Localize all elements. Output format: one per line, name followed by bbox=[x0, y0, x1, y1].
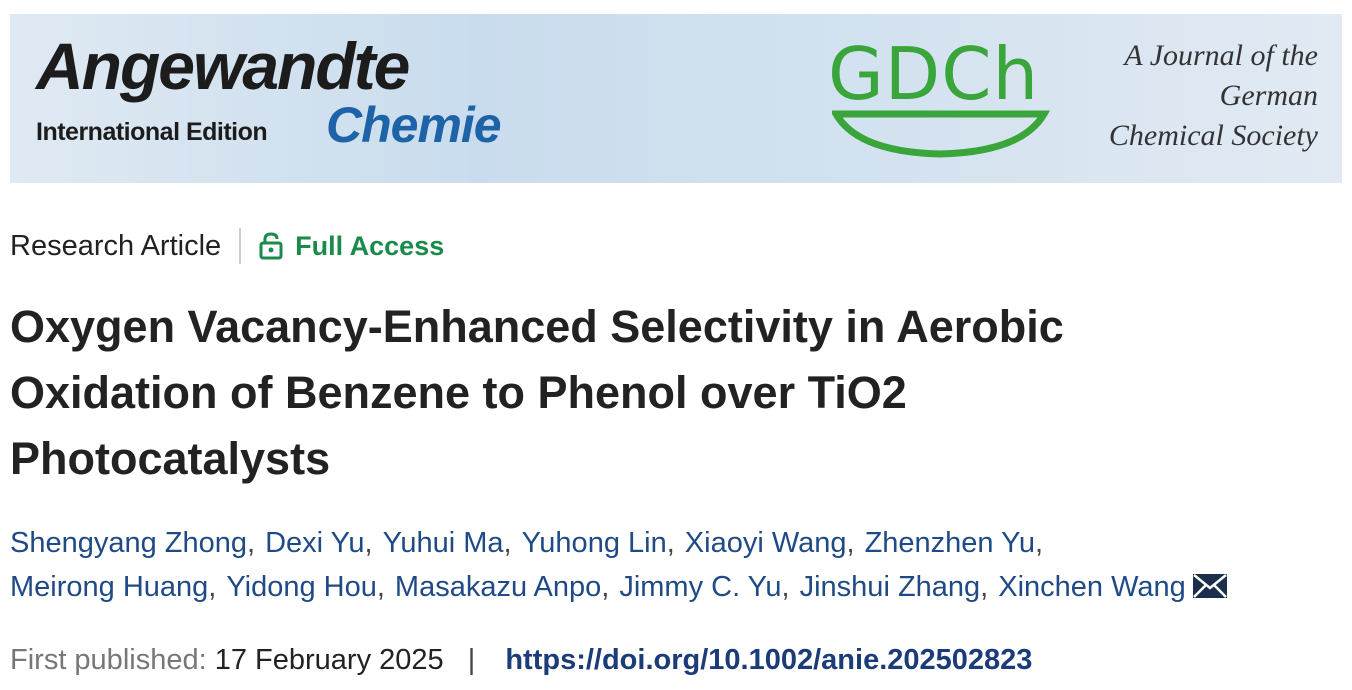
author-name[interactable]: Masakazu Anpo bbox=[394, 571, 602, 603]
title-line: Oxidation of Benzene to Phenol over TiO2 bbox=[10, 367, 907, 418]
article-meta: Research Article Full Access bbox=[10, 228, 444, 264]
journal-edition: International Edition bbox=[36, 118, 268, 146]
separator: | bbox=[467, 644, 476, 676]
journal-subname: Chemie bbox=[326, 97, 502, 153]
author-name[interactable]: Dexi Yu bbox=[265, 527, 365, 559]
divider bbox=[239, 228, 242, 264]
published-date: 17 February 2025 bbox=[214, 644, 444, 676]
title-line: Photocatalysts bbox=[10, 433, 331, 484]
author-separator: , bbox=[980, 571, 989, 603]
author-name[interactable]: Zhenzhen Yu bbox=[864, 527, 1035, 559]
society-logo-bowl bbox=[832, 110, 1051, 158]
society-logo: GDCh bbox=[828, 32, 1040, 116]
doi-link[interactable]: https://doi.org/10.1002/anie.202502823 bbox=[505, 644, 1033, 676]
tagline-line: A Journal of the bbox=[1124, 39, 1318, 72]
author-separator: , bbox=[1034, 527, 1044, 559]
journal-name: Angewandte bbox=[36, 29, 410, 103]
lock-icon bbox=[259, 232, 283, 260]
author-separator: , bbox=[208, 571, 217, 603]
author-separator: , bbox=[846, 527, 855, 559]
article-title: Oxygen Vacancy-Enhanced Selectivity in A… bbox=[10, 294, 1064, 492]
author-name[interactable]: Xiaoyi Wang bbox=[684, 527, 847, 559]
tagline-line: Chemical Society bbox=[1108, 119, 1318, 152]
author-separator: , bbox=[503, 527, 512, 559]
author-separator: , bbox=[601, 571, 610, 603]
author-separator: , bbox=[376, 571, 385, 603]
author-name[interactable]: Jimmy C. Yu bbox=[619, 571, 782, 603]
author-name[interactable]: Shengyang Zhong bbox=[10, 527, 248, 559]
author-name[interactable]: Jinshui Zhang bbox=[799, 571, 981, 603]
author-name[interactable]: Meirong Huang bbox=[10, 571, 209, 603]
publication-info: First published: 17 February 2025 | http… bbox=[10, 644, 1032, 677]
published-label: First published: bbox=[10, 644, 207, 676]
author-line: Meirong Huang, Yidong Hou, Masakazu Anpo, J… bbox=[10, 565, 1228, 609]
author-list: Shengyang Zhong, Dexi Yu, Yuhui Ma, Yuhong … bbox=[10, 521, 1228, 609]
access-label: Full Access bbox=[295, 230, 445, 261]
author-name[interactable]: Yidong Hou bbox=[226, 571, 377, 603]
author-name[interactable]: Yuhong Lin bbox=[521, 527, 667, 559]
article-type: Research Article bbox=[10, 229, 222, 262]
society-tagline: A Journal of the German Chemical Society bbox=[1109, 36, 1318, 156]
author-name[interactable]: Yuhui Ma bbox=[382, 527, 504, 559]
author-separator: , bbox=[666, 527, 675, 559]
author-separator: , bbox=[364, 527, 373, 559]
author-name[interactable]: Xinchen Wang bbox=[998, 571, 1186, 603]
author-line: Shengyang Zhong, Dexi Yu, Yuhui Ma, Yuhong … bbox=[10, 521, 1228, 565]
author-separator: , bbox=[781, 571, 790, 603]
journal-banner[interactable]: Angewandte International Edition Chemie … bbox=[10, 14, 1342, 183]
author-separator: , bbox=[247, 527, 256, 559]
tagline-line: German bbox=[1219, 79, 1318, 112]
title-line: Oxygen Vacancy-Enhanced Selectivity in A… bbox=[10, 301, 1064, 352]
email-icon[interactable] bbox=[1192, 573, 1228, 599]
